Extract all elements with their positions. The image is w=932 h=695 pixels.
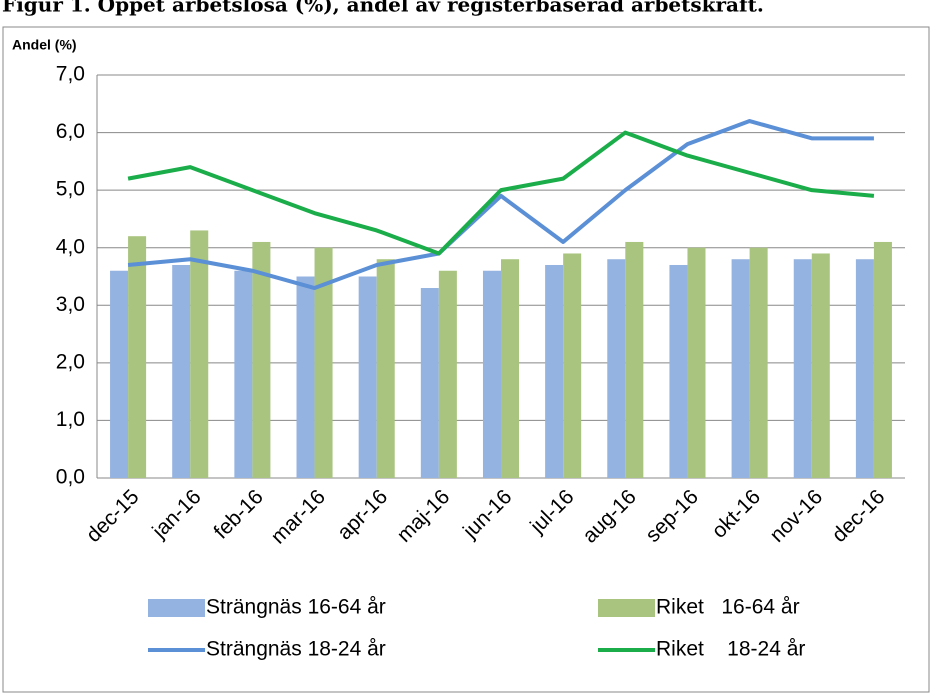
- bar: [438, 270, 457, 478]
- bar: [172, 264, 191, 478]
- bar: [420, 288, 439, 478]
- bar: [545, 264, 564, 478]
- y-tick-label: 6,0: [56, 120, 85, 143]
- legend-swatch: [148, 599, 205, 617]
- y-tick-label: 3,0: [56, 293, 85, 316]
- legend-label: Strängnäs 16-64 år: [206, 596, 386, 619]
- bar: [731, 259, 750, 478]
- line: [127, 119, 874, 291]
- chart-frame: [2, 26, 930, 693]
- y-tick-label: 4,0: [56, 235, 85, 258]
- bar: [314, 247, 333, 478]
- bar: [190, 230, 209, 478]
- bar: [110, 270, 129, 478]
- bar: [811, 253, 830, 478]
- bar: [358, 276, 377, 478]
- legend-swatch: [598, 599, 655, 617]
- y-tick-label: 5,0: [56, 178, 85, 201]
- y-tick-label: 2,0: [56, 350, 85, 373]
- bar: [128, 236, 147, 478]
- bar: [687, 247, 706, 478]
- bar: [252, 241, 271, 478]
- legend-label: Riket 18-24 år: [656, 638, 805, 661]
- bar: [625, 241, 644, 478]
- chart-title: Figur 1. Öppet arbetslösa (%), andel av …: [2, 0, 764, 17]
- bar: [563, 253, 582, 478]
- line: [127, 130, 875, 256]
- legend-label: Strängnäs 18-24 år: [206, 638, 386, 661]
- bar: [376, 259, 395, 478]
- bar: [793, 259, 812, 478]
- y-axis-label: Andel (%): [12, 37, 77, 53]
- bar: [501, 259, 520, 478]
- bar: [749, 247, 768, 478]
- bar: [855, 259, 874, 478]
- y-tick-label: 0,0: [56, 466, 85, 489]
- y-tick-label: 7,0: [56, 63, 85, 86]
- bar: [873, 241, 892, 478]
- bar: [234, 270, 253, 478]
- legend-label: Riket 16-64 år: [656, 596, 800, 619]
- bar: [607, 259, 626, 478]
- bar: [482, 270, 501, 478]
- bar: [669, 264, 688, 478]
- bar: [296, 276, 315, 478]
- y-tick-label: 1,0: [56, 408, 85, 431]
